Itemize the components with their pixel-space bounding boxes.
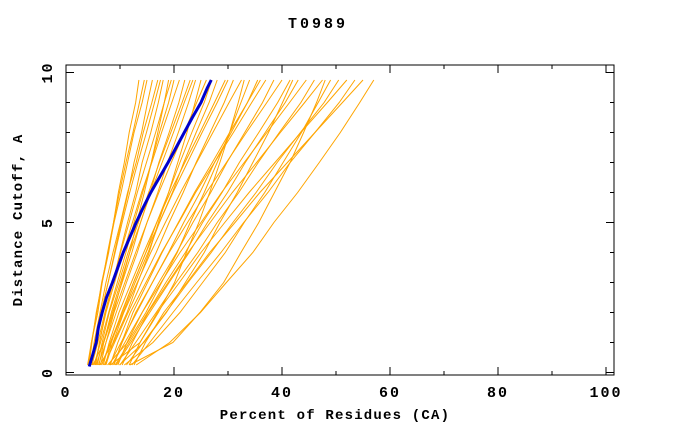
- x-tick-label: 80: [487, 385, 509, 402]
- y-tick-label: 0: [40, 367, 57, 378]
- model-curve: [133, 79, 364, 366]
- model-curve: [128, 79, 348, 366]
- tick-labels: 0 20 40 60 80 100 0 5 10: [40, 61, 622, 402]
- model-curve: [90, 79, 159, 366]
- model-curve: [129, 79, 326, 366]
- model-curve: [104, 79, 229, 366]
- y-tick-label: 10: [40, 61, 57, 83]
- model-curve: [107, 79, 251, 366]
- model-curve: [109, 79, 245, 366]
- model-curve: [96, 79, 191, 366]
- model-curve: [117, 79, 307, 366]
- model-curve: [95, 79, 172, 366]
- model-curve: [91, 79, 164, 366]
- chart-title: T0989: [288, 16, 348, 33]
- model-curve: [113, 79, 283, 366]
- tick-marks: [65, 65, 614, 375]
- model-curve: [98, 79, 194, 366]
- model-curve: [99, 79, 202, 366]
- model-curve: [135, 79, 375, 366]
- model-curve: [124, 79, 332, 366]
- model-curve: [105, 79, 242, 366]
- model-curve: [103, 79, 234, 366]
- y-axis-label: Distance Cutoff, A: [11, 134, 27, 307]
- model-curve: [119, 79, 294, 366]
- x-tick-label: 60: [379, 385, 401, 402]
- model-curve: [113, 79, 261, 366]
- model-curve: [88, 79, 145, 366]
- model-curve: [93, 79, 175, 366]
- model-curve: [114, 79, 291, 366]
- model-curve: [111, 79, 275, 366]
- model-curve: [102, 79, 226, 366]
- x-tick-label: 20: [163, 385, 185, 402]
- x-axis-label: Percent of Residues (CA): [220, 408, 450, 424]
- model-curve: [121, 79, 323, 366]
- model-curves: [87, 79, 375, 367]
- plot-border: [65, 64, 615, 376]
- y-tick-label: 5: [40, 217, 57, 228]
- model-curve: [119, 79, 315, 366]
- highlight-curve: [87, 79, 213, 367]
- x-tick-label: 0: [60, 385, 71, 402]
- x-tick-label: 100: [589, 385, 622, 402]
- model-curve: [131, 79, 356, 366]
- x-tick-label: 40: [271, 385, 293, 402]
